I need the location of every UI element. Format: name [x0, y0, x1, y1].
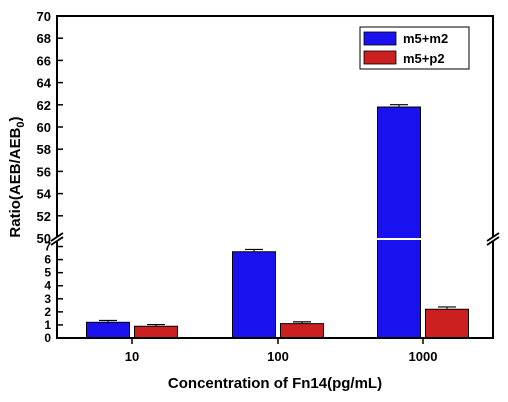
- y-tick-label: 54: [37, 187, 52, 202]
- bar-m5-p2-10: [134, 325, 178, 339]
- y-axis-label-subscript: 0: [15, 121, 27, 127]
- x-axis-label: Concentration of Fn14(pg/mL): [168, 375, 382, 392]
- x-tick-label: 1000: [409, 349, 438, 364]
- y-tick-label: 56: [37, 164, 51, 179]
- bar-m5-m2-1000: [377, 106, 421, 339]
- axis-break-layer: [53, 238, 497, 240]
- y-tick-label: 62: [37, 98, 51, 113]
- bar-m5-p2-1000: [425, 308, 469, 339]
- y-tick-label: 5: [44, 266, 51, 280]
- axis-break-slash: [486, 232, 500, 242]
- y-tick-label: 3: [44, 292, 51, 306]
- legend-swatch-m5-m2: [363, 31, 397, 46]
- error-bars-layer: [99, 104, 456, 327]
- y-tick-label: 4: [44, 279, 51, 293]
- y-tick-label: 70: [37, 9, 51, 24]
- axis-break-slash: [50, 232, 64, 242]
- y-tick-label: 64: [37, 76, 52, 91]
- y-tick-label: 52: [37, 209, 51, 224]
- y-tick-label: 7: [44, 240, 51, 254]
- legend-label-m5-p2: m5+p2: [403, 51, 445, 66]
- axis-break-marks: [486, 232, 500, 246]
- y-tick-label: 0: [44, 331, 51, 345]
- y-tick-label: 2: [44, 305, 51, 319]
- x-tick-label: 100: [267, 349, 289, 364]
- bar-m5-p2-100: [280, 323, 324, 339]
- x-tick-label: 10: [125, 349, 139, 364]
- y-axis-label: Ratio(AEB/AEB0): [7, 116, 27, 237]
- axis-break-slash: [50, 236, 64, 246]
- axis-break-slash: [486, 236, 500, 246]
- y-tick-label: 60: [37, 120, 51, 135]
- legend-label-m5-m2: m5+m2: [403, 31, 448, 46]
- y-tick-label: 1: [44, 318, 51, 332]
- bar-m5-m2-10: [86, 321, 130, 339]
- bar-break-gap: [376, 238, 422, 240]
- legend: m5+m2 m5+p2: [359, 26, 470, 70]
- bars-layer: [86, 106, 469, 339]
- y-axis-label-main: Ratio(AEB/AEB: [7, 127, 24, 237]
- y-tick-label: 50: [37, 231, 51, 246]
- bar-m5-m2-100: [232, 251, 276, 339]
- y-tick-label: 66: [37, 53, 51, 68]
- y-axis-label-close: ): [7, 116, 24, 121]
- axis-break-marks: [50, 232, 64, 246]
- legend-swatch-m5-p2: [363, 50, 397, 65]
- plot-frame: [56, 15, 494, 339]
- x-axis-ticks: 10 100 1000: [125, 338, 438, 364]
- y-tick-label: 6: [44, 253, 51, 267]
- y-tick-label: 58: [37, 142, 51, 157]
- y-tick-label: 68: [37, 31, 51, 46]
